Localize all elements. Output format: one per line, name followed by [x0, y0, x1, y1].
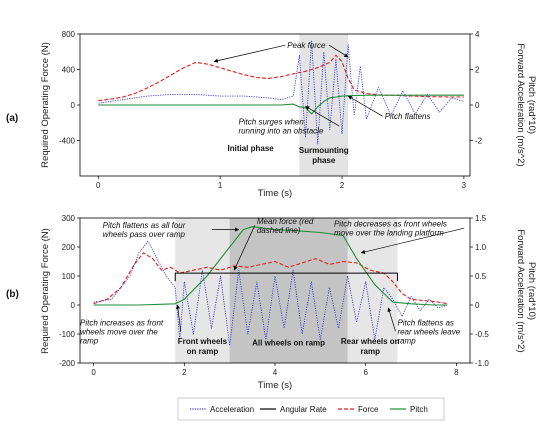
annotation-arrow: [387, 307, 396, 332]
panel-b: 0 2 4 6 8 -200 -100 0 100 200 300 -1.0 -0.5 0 0.5 1.0 1.…: [6, 214, 537, 391]
x-tick-label: 8: [454, 368, 459, 377]
ylabel-left-a: Required Operating Force (N): [40, 42, 51, 168]
series-pitch: [98, 94, 464, 115]
axes: 0 2 4 6 8 -200 -100 0 100 200 300 -1.0 -0.5 0 0.5 1.0 1.…: [59, 214, 489, 377]
ylabel-right-line: Forward Acceleration (m/s^2): [515, 43, 526, 166]
y-right-tick-label: -1.0: [475, 359, 489, 368]
y-right-tick-label: 1.5: [475, 214, 487, 223]
y-left-tick-label: 400: [62, 66, 76, 75]
x-tick-label: 6: [363, 368, 368, 377]
series-force: [98, 54, 464, 102]
annotation-0: Peak force: [287, 41, 326, 50]
x-tick-label: 1: [218, 181, 223, 190]
ylabel-right-line: Pitch (rad*10): [526, 76, 537, 134]
y-left-tick-label: 100: [62, 272, 76, 281]
x-tick-label: 0: [91, 368, 96, 377]
y-left-tick-label: 200: [62, 243, 76, 252]
y-left-tick-label: 300: [62, 214, 76, 223]
y-right-tick-label: -0.5: [475, 330, 489, 339]
y-left-tick-label: 0: [71, 101, 76, 110]
xlabel-b: Time (s): [258, 380, 292, 391]
y-right-tick-label: 2: [475, 66, 480, 75]
y-left-tick-label: 0: [71, 301, 76, 310]
annotation-arrow: [360, 227, 465, 254]
annotations: Peak force Pitch surges when running into …: [213, 41, 431, 165]
ylabel-right-b: Forward Acceleration (m/s^2) Pitch (rad*1…: [515, 229, 537, 352]
annotation-1: Pitch surges when running into an obstacl…: [238, 118, 324, 136]
y-right-tick-label: 0: [475, 101, 480, 110]
annotation-arrow: [347, 95, 383, 117]
x-tick-label: 2: [340, 181, 345, 190]
y-right-tick-label: 0: [475, 301, 480, 310]
series-group: [98, 40, 465, 145]
ylabel-right-line: Forward Acceleration (m/s^2): [515, 229, 526, 352]
phase-label-1: All wheels on ramp: [252, 339, 325, 348]
y-left-tick-label: -200: [59, 359, 76, 368]
y-left-tick-label: -100: [59, 330, 76, 339]
annotation-arrow: [305, 106, 340, 127]
phase-label-0: Initial phase: [228, 144, 275, 153]
y-left-tick-label: -400: [59, 137, 76, 146]
x-tick-label: 3: [462, 181, 467, 190]
annotation-arrow: [233, 225, 256, 271]
legend-label: Pitch: [410, 405, 428, 414]
ylabel-right-a: Forward Acceleration (m/s^2) Pitch (rad*1…: [515, 43, 537, 166]
y-right-tick-label: -2: [475, 137, 483, 146]
legend-label: Force: [358, 405, 379, 414]
ylabel-right-line: Pitch (rad*10): [526, 262, 537, 320]
phase-label-1: Surmounting phase: [299, 146, 349, 165]
series-force: [93, 252, 448, 305]
x-tick-label: 4: [273, 368, 278, 377]
series-mean-force-bracket: [174, 272, 398, 282]
x-tick-label: 0: [96, 181, 101, 190]
axes: 0 1 2 3 -400 0 400 800 -2 0 2 4: [59, 30, 483, 190]
y-right-tick-label: 4: [475, 30, 480, 39]
y-right-tick-label: 0.5: [475, 272, 487, 281]
annotation-0: Pitch flattens as all four wheels pass ov…: [103, 221, 186, 239]
series-pitch: [93, 226, 448, 306]
annotation-arrow: [175, 304, 182, 332]
legend-label: Acceleration: [210, 405, 254, 414]
ylabel-left-b: Required Operating Force (N): [40, 228, 51, 354]
legend-label: Angular Rate: [280, 405, 327, 414]
panel-a: 0 1 2 3 -400 0 400 800 -2 0 2 4 (a) Required Operat…: [6, 30, 537, 199]
xlabel-a: Time (s): [258, 188, 292, 199]
y-right-tick-label: 1.0: [475, 243, 487, 252]
legend: Acceleration Angular Rate Force Pitch: [177, 397, 445, 421]
annotation-2: Pitch decreases as front wheels move over…: [334, 220, 447, 238]
shaded-regions: [175, 218, 398, 363]
panel-label-b: (b): [6, 289, 19, 300]
annotation-4: Pitch flattens as rear wheels leave ramp: [397, 318, 460, 345]
phase-label-0: Front wheels on ramp: [178, 337, 228, 356]
shaded-region-dark: [229, 218, 348, 363]
annotations: Pitch flattens as all four wheels pass ov…: [80, 217, 465, 356]
legend-box: [177, 397, 445, 421]
annotation-2: Pitch flattens: [385, 112, 431, 121]
annotation-3: Pitch increases as front wheels move over…: [80, 318, 164, 345]
x-tick-label: 2: [182, 368, 187, 377]
panel-label-a: (a): [6, 113, 18, 124]
annotation-1: Mean force (red dashed line): [257, 217, 314, 235]
annotation-arrow: [213, 44, 286, 63]
y-left-tick-label: 800: [62, 30, 76, 39]
annotation-arrow: [329, 44, 349, 58]
phase-label-2: Rear wheels on ramp: [341, 337, 400, 356]
series-group: [93, 226, 448, 347]
